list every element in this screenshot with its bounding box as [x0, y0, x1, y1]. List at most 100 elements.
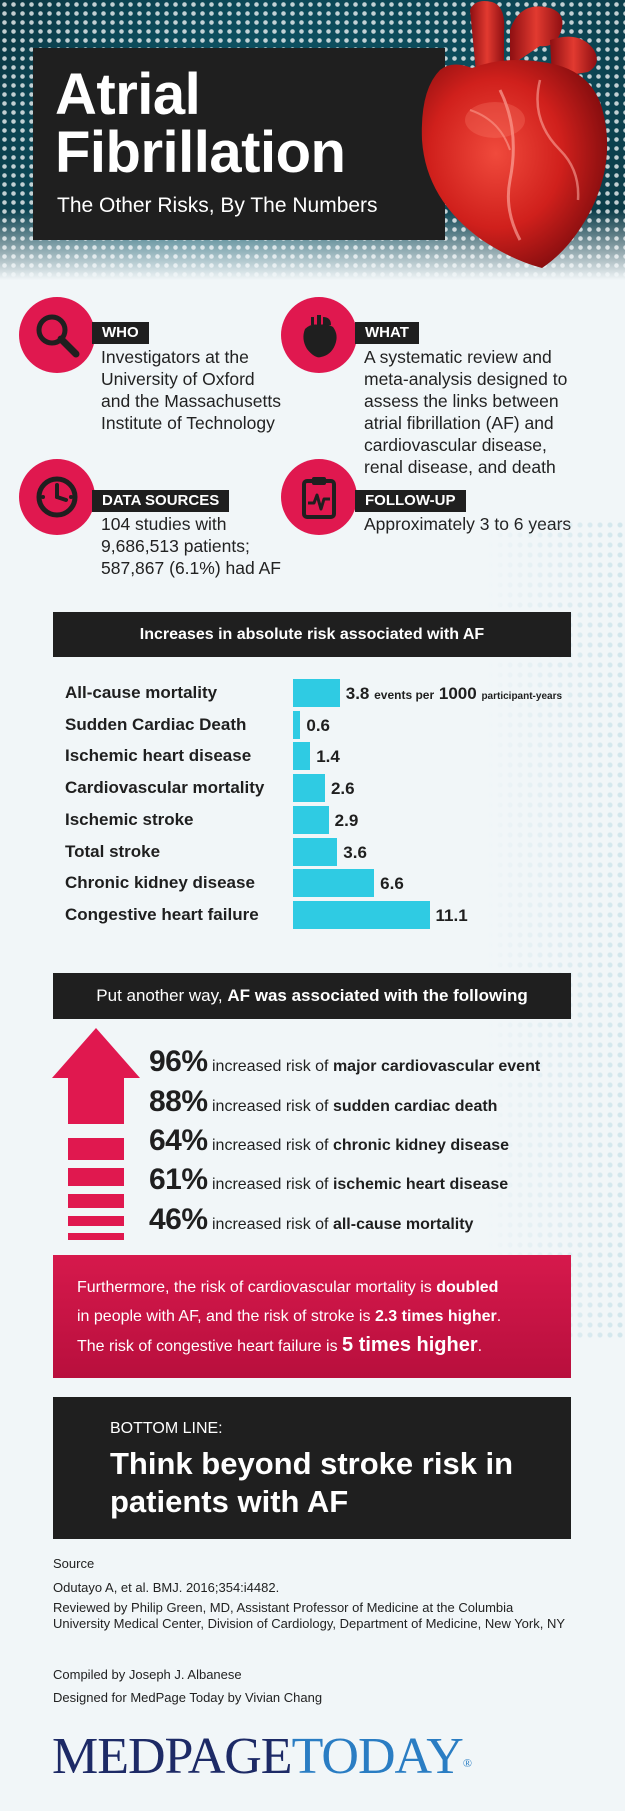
logo-registered: ®: [462, 1756, 472, 1770]
bar: [293, 900, 430, 929]
chart-title: Increases in absolute risk associated wi…: [53, 612, 571, 657]
data-sources-text: 104 studies with 9,686,513 patients; 587…: [101, 513, 281, 579]
bar-unit-suffix: participant-years: [481, 691, 563, 702]
title-box: Atrial Fibrillation The Other Risks, By …: [33, 48, 445, 240]
page-subtitle: The Other Risks, By The Numbers: [57, 194, 378, 217]
what-line: cardiovascular disease,: [364, 435, 547, 455]
bar-value-label: 1.4: [316, 747, 340, 767]
bottom-line-text: Think beyond stroke risk in patients wit…: [110, 1446, 514, 1519]
furthermore-text: .: [477, 1338, 483, 1355]
bar-value-label: 2.6: [331, 779, 355, 799]
risk-text: increased risk of: [212, 1137, 329, 1154]
bar-value: 2.6: [330, 779, 355, 799]
bar-label: Cardiovascular mortality: [65, 778, 265, 798]
what-line: meta-analysis designed to: [364, 369, 568, 389]
bar-label: Ischemic stroke: [65, 809, 194, 829]
another-way-bold: AF was associated with the following: [227, 986, 528, 1005]
furthermore-line-1: Furthermore, the risk of cardiovascular …: [77, 1273, 551, 1302]
risk-outcome: chronic kidney disease: [332, 1137, 510, 1154]
bar-value: 11.1: [435, 905, 468, 925]
risk-row: 61% increased risk of ischemic heart dis…: [149, 1163, 508, 1202]
risk-row: 96% increased risk of major cardiovascul…: [149, 1045, 540, 1084]
what-text: A systematic review and meta-analysis de…: [364, 346, 567, 478]
bar-value: 3.8: [345, 684, 370, 703]
furthermore-box: Furthermore, the risk of cardiovascular …: [53, 1255, 571, 1378]
designed-by: Designed for MedPage Today by Vivian Cha…: [53, 1690, 323, 1705]
who-line: University of Oxford: [101, 369, 255, 389]
bar-unit-number: 1000: [438, 684, 477, 703]
who-text: Investigators at the University of Oxfor…: [101, 346, 281, 434]
furthermore-line-3: The risk of congestive heart failure is …: [77, 1331, 551, 1361]
bottom-line-label: BOTTOM LINE:: [110, 1420, 223, 1437]
medpage-today-logo: MEDPAGETODAY®: [52, 1727, 472, 1787]
risk-text: increased risk of: [212, 1176, 329, 1193]
bottom-line-box: BOTTOM LINE: Think beyond stroke risk in…: [53, 1397, 571, 1539]
risk-percent: 64%: [149, 1124, 208, 1157]
up-arrow-graphic: [52, 1028, 140, 1240]
bar-label: Total stroke: [65, 841, 161, 861]
who-line: and the Massachusetts: [101, 391, 281, 411]
bar-value: 3.6: [343, 842, 367, 862]
what-circle: [281, 297, 357, 373]
who-circle: [19, 297, 95, 373]
page-title-line1: Atrial: [55, 62, 201, 127]
another-way-header: Put another way, AF was associated with …: [53, 973, 571, 1019]
furthermore-emphasis: doubled: [436, 1279, 499, 1296]
risk-percent: 88%: [149, 1085, 208, 1118]
risk-percent: 61%: [149, 1163, 208, 1196]
bar-label: Congestive heart failure: [65, 904, 259, 924]
page-title-line2: Fibrillation: [55, 120, 346, 185]
data-sources-line: 587,867 (6.1%) had AF: [101, 558, 281, 578]
logo-today: TODAY: [291, 1728, 464, 1785]
bar-value: 2.9: [334, 810, 359, 830]
risk-text: increased risk of: [212, 1098, 329, 1115]
furthermore-text: in people with AF, and the risk of strok…: [77, 1308, 371, 1325]
bar-label: Sudden Cardiac Death: [65, 714, 247, 734]
bar-value-label: 2.9: [335, 811, 359, 831]
risk-percent: 96%: [149, 1045, 208, 1078]
follow-up-line: Approximately 3 to 6 years: [364, 514, 572, 534]
who-tag: WHO: [92, 322, 149, 344]
furthermore-emphasis: 5 times higher: [342, 1334, 478, 1356]
bar-label: All-cause mortality: [65, 683, 218, 702]
bar-value-label: 11.1: [436, 906, 468, 926]
bar: [293, 837, 338, 866]
data-sources-line: 104 studies with: [101, 514, 227, 534]
furthermore-text: Furthermore, the risk of cardiovascular …: [77, 1279, 432, 1296]
bar-value: 1.4: [316, 747, 340, 767]
bar-value-label: 3.6: [343, 843, 367, 863]
data-sources-circle: [19, 459, 95, 535]
risk-percent: 46%: [149, 1203, 208, 1236]
risk-outcome: all-cause mortality: [332, 1216, 474, 1233]
what-line: A systematic review and: [364, 347, 552, 367]
what-line: renal disease, and death: [364, 457, 556, 477]
bar: [293, 742, 311, 771]
risk-row: 64% increased risk of chronic kidney dis…: [149, 1124, 509, 1163]
furthermore-emphasis: 2.3 times higher: [374, 1308, 497, 1325]
bar-unit: events per: [374, 688, 435, 702]
bar-value-label: 3.8 events per 1000 participant-years: [346, 684, 562, 707]
what-line: atrial fibrillation (AF) and: [364, 413, 554, 433]
bar: [293, 869, 375, 898]
what-tag: WHAT: [355, 322, 419, 344]
follow-up-text: Approximately 3 to 6 years: [364, 513, 571, 535]
who-line: Investigators at the: [101, 347, 249, 367]
reviewed-by: Reviewed by Philip Green, MD, Assistant …: [53, 1600, 566, 1631]
heart-icon: [303, 315, 337, 358]
bar-value: 6.6: [380, 874, 404, 894]
source-citation: Odutayo A, et al. BMJ. 2016;354:i4482.: [53, 1580, 280, 1595]
bar: [293, 805, 329, 834]
data-sources-line: 9,686,513 patients;: [101, 536, 250, 556]
furthermore-text: The risk of congestive heart failure is: [77, 1338, 338, 1355]
risk-row: 46% increased risk of all-cause mortalit…: [149, 1203, 473, 1242]
follow-up-tag: FOLLOW-UP: [355, 490, 466, 512]
bar-label: Chronic kidney disease: [65, 873, 255, 893]
logo-medpage: MEDPAGE: [52, 1728, 293, 1785]
bar: [293, 710, 301, 739]
furthermore-text: .: [496, 1308, 502, 1325]
bar: [293, 679, 340, 707]
risk-text: increased risk of: [212, 1058, 329, 1075]
follow-up-circle: [281, 459, 357, 535]
risk-text: increased risk of: [212, 1216, 329, 1233]
